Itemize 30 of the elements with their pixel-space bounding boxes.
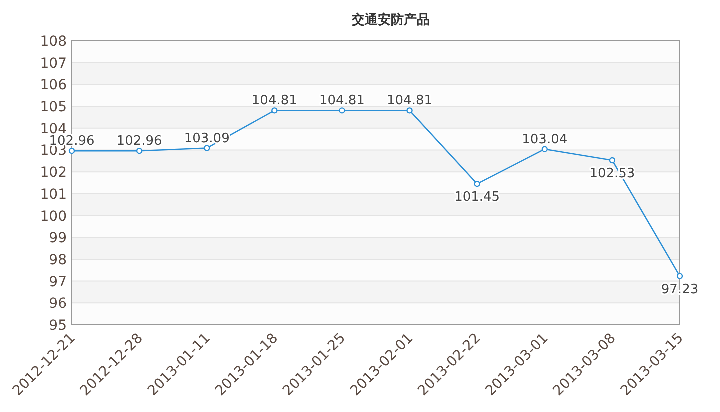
y-tick-label: 105 bbox=[40, 100, 67, 116]
point bbox=[676, 273, 684, 280]
point bbox=[542, 146, 548, 152]
y-tick-label: 107 bbox=[40, 56, 67, 72]
data-label: 102.96 bbox=[116, 134, 162, 150]
y-tick-label: 98 bbox=[49, 252, 67, 268]
data-label: 104.81 bbox=[387, 94, 433, 109]
point bbox=[609, 157, 616, 164]
point bbox=[474, 180, 480, 188]
point bbox=[406, 108, 413, 114]
y-tick-label: 97 bbox=[49, 274, 67, 290]
data-label: 97.23 bbox=[661, 282, 699, 298]
chart-title: 交通安防产品 bbox=[351, 12, 430, 28]
point bbox=[68, 148, 76, 154]
data-label: 103.04 bbox=[522, 132, 568, 148]
y-tick-label: 102 bbox=[40, 165, 67, 182]
point bbox=[272, 108, 278, 114]
y-tick-label: 99 bbox=[49, 230, 67, 247]
y-tick-label: 108 bbox=[40, 34, 67, 50]
point bbox=[339, 108, 346, 114]
y-tick-label: 95 bbox=[49, 318, 67, 334]
y-tick-label: 100 bbox=[40, 208, 67, 225]
data-label: 104.81 bbox=[252, 94, 298, 109]
y-tick-label: 96 bbox=[49, 296, 68, 312]
y-tick-label: 106 bbox=[40, 78, 68, 94]
point bbox=[204, 145, 210, 152]
data-label: 104.81 bbox=[319, 94, 365, 109]
y-tick-label: 101 bbox=[40, 186, 67, 203]
data-label: 101.45 bbox=[454, 190, 500, 206]
point bbox=[136, 148, 143, 154]
